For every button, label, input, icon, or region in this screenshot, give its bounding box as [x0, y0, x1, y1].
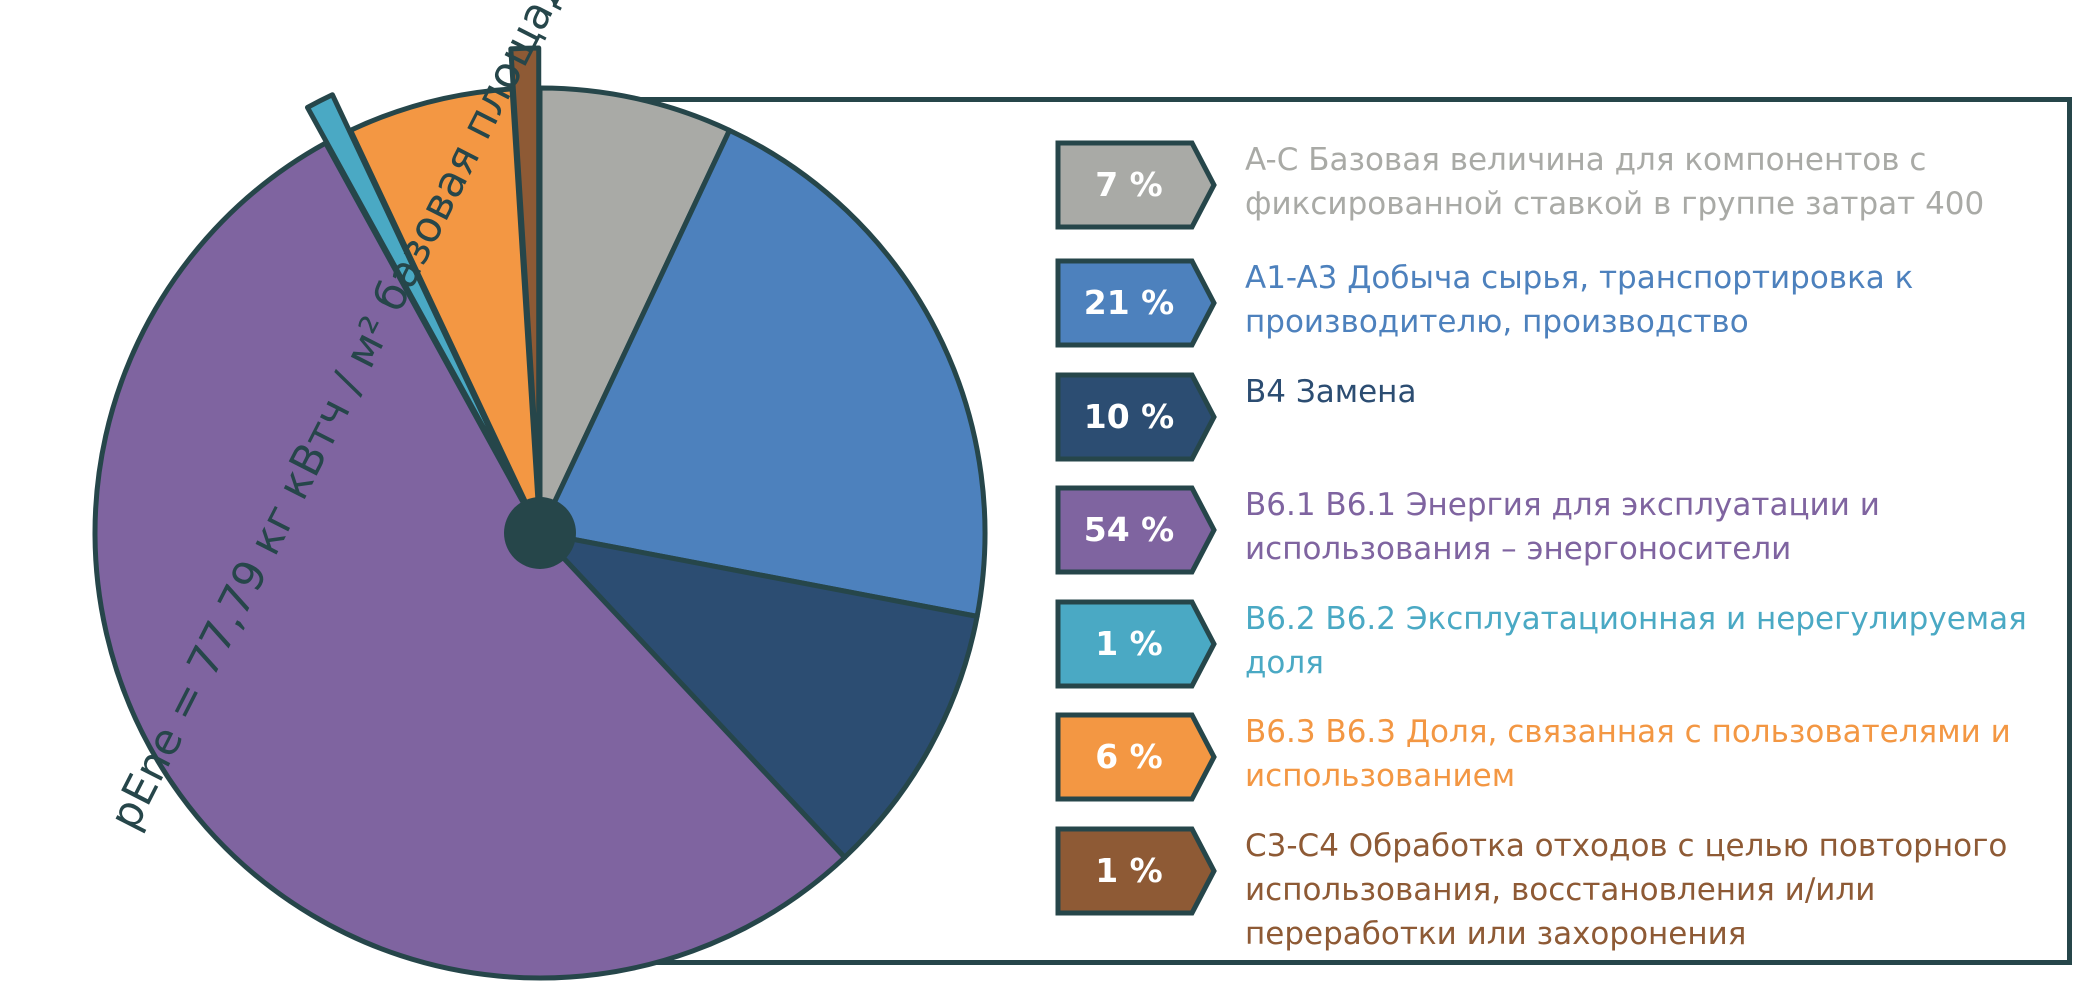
legend-percent-badge: 10 %: [1055, 372, 1218, 462]
legend-percent-badge: 21 %: [1055, 258, 1218, 348]
legend-label: B6.1 B6.1 Энергия для эксплуатации и исп…: [1245, 487, 1880, 567]
pie-slice-5: [304, 92, 525, 500]
legend-percent-badge: 6 %: [1055, 712, 1218, 802]
legend-percent-text: 1 %: [1095, 624, 1163, 663]
legend-percent-text: 10 %: [1083, 397, 1175, 436]
legend-label: B6.3 B6.3 Доля, связанная с пользователя…: [1245, 714, 2011, 794]
pie-center-hub: [504, 497, 576, 569]
pie-slice-3: [537, 530, 980, 860]
legend-percent-badge: 54 %: [1055, 485, 1218, 575]
pie-slice-2: [537, 127, 988, 619]
legend-label: B4 Замена: [1245, 374, 1417, 410]
legend-percent-text: 1 %: [1095, 851, 1163, 890]
legend-label: A-C Базовая величина для компонентов с ф…: [1245, 142, 1985, 222]
pie-slice-1: [537, 85, 732, 536]
legend-percent-text: 7 %: [1095, 165, 1163, 204]
pie-slice-6: [348, 86, 543, 536]
pie-slice-4: [92, 140, 848, 981]
legend-percent-text: 54 %: [1083, 510, 1175, 549]
legend-percent-text: 6 %: [1095, 737, 1163, 776]
legend-label: C3-C4 Обработка отходов с целью повторно…: [1245, 828, 2008, 952]
legend-percent-badge: 7 %: [1055, 140, 1218, 230]
pie-slices: [92, 45, 988, 981]
pie-slice-7: [508, 45, 542, 496]
legend-label: A1-A3 Добыча сырья, транспортировка к пр…: [1245, 260, 1914, 340]
legend-percent-text: 21 %: [1083, 283, 1175, 322]
legend-percent-badge: 1 %: [1055, 599, 1218, 689]
legend-label: B6.2 B6.2 Эксплуатационная и нерегулируе…: [1245, 601, 2027, 681]
legend-percent-badge: 1 %: [1055, 826, 1218, 916]
